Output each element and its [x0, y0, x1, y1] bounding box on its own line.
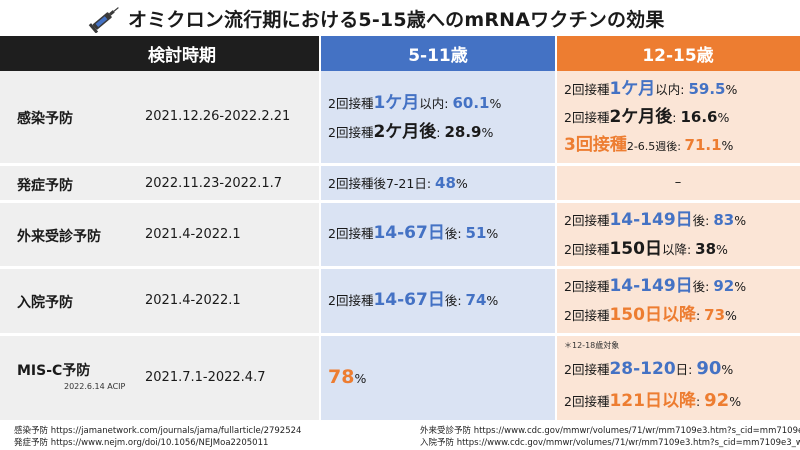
- row-label: 外来受診予防: [17, 229, 101, 245]
- cell-5-11: 2回接種1ケ月以内: 60.1% 2回接種2ケ月後: 28.9%: [320, 71, 556, 163]
- result-line: 2回接種1ケ月以内: 59.5%: [564, 79, 738, 99]
- syringe-icon: [88, 7, 119, 33]
- result-line: 2回接種28-120日: 90%: [564, 358, 734, 379]
- result-line: 2回接種14-67日後: 74%: [328, 290, 499, 310]
- cell-12-15: –: [556, 166, 800, 200]
- row-divider: [0, 163, 800, 166]
- row-period: 2021.4-2022.1: [145, 293, 241, 308]
- no-data-dash: –: [674, 175, 682, 190]
- label-cell: 発症予防 2022.11.23-2022.1.7: [0, 166, 320, 200]
- cell-12-15: 2回接種1ケ月以内: 59.5% 2回接種2ケ月後: 16.6% 3回接種2-6…: [556, 71, 800, 163]
- row-period: 2021.12.26-2022.2.21: [145, 109, 291, 124]
- row-period: 2021.7.1-2022.4.7: [145, 370, 266, 385]
- column-divider: [555, 36, 557, 420]
- label-cell: MIS-C予防 2022.6.14 ACIP 2021.7.1-2022.4.7: [0, 336, 320, 420]
- row-sublabel: 2022.6.14 ACIP: [64, 382, 126, 391]
- row-label: 感染予防: [17, 111, 73, 127]
- row-infection: 感染予防 2021.12.26-2022.2.21 2回接種1ケ月以内: 60.…: [0, 71, 800, 163]
- row-label: 発症予防: [17, 178, 73, 194]
- result-line: 2回接種14-67日後: 51%: [328, 223, 499, 243]
- row-label: MIS-C予防: [17, 363, 91, 379]
- cell-12-15: ＊12-18歳対象 2回接種28-120日: 90% 2回接種121日以降: 9…: [556, 336, 800, 420]
- row-period: 2022.11.23-2022.1.7: [145, 176, 283, 191]
- reference-outpatient: 外来受診予防 https://www.cdc.gov/mmwr/volumes/…: [420, 426, 800, 436]
- row-divider: [0, 266, 800, 269]
- header-age-5-11: 5-11歳: [320, 36, 556, 71]
- result-line: 2回接種2ケ月後: 16.6%: [564, 107, 730, 127]
- result-line: 78%: [328, 366, 367, 388]
- result-line: 2回接種1ケ月以内: 60.1%: [328, 93, 502, 113]
- row-label: 入院予防: [17, 295, 73, 311]
- effectiveness-table: 検討時期 5-11歳 12-15歳 感染予防 2021.12.26-2022.2…: [0, 36, 800, 420]
- result-line: 3回接種2-6.5週後: 71.1%: [564, 135, 734, 155]
- age-note: ＊12-18歳対象: [564, 341, 620, 350]
- cell-5-11: 2回接種14-67日後: 51%: [320, 203, 556, 266]
- label-cell: 感染予防 2021.12.26-2022.2.21: [0, 71, 320, 163]
- result-line: 2回接種後7-21日: 48%: [328, 174, 468, 192]
- reference-infection: 感染予防 https://jamanetwork.com/journals/ja…: [14, 426, 302, 436]
- label-cell: 入院予防 2021.4-2022.1: [0, 269, 320, 333]
- cell-12-15: 2回接種14-149日後: 92% 2回接種150日以降: 73%: [556, 269, 800, 333]
- row-period: 2021.4-2022.1: [145, 227, 241, 242]
- row-outpatient: 外来受診予防 2021.4-2022.1 2回接種14-67日後: 51% 2回…: [0, 203, 800, 266]
- result-line: 2回接種2ケ月後: 28.9%: [328, 122, 494, 142]
- row-mis-c: MIS-C予防 2022.6.14 ACIP 2021.7.1-2022.4.7…: [0, 336, 800, 420]
- result-line: 2回接種14-149日後: 92%: [564, 276, 747, 296]
- row-onset: 発症予防 2022.11.23-2022.1.7 2回接種後7-21日: 48%…: [0, 166, 800, 200]
- label-cell: 外来受診予防 2021.4-2022.1: [0, 203, 320, 266]
- result-line: 2回接種150日以降: 73%: [564, 305, 737, 325]
- header-age-12-15: 12-15歳: [556, 36, 800, 71]
- row-hospitalization: 入院予防 2021.4-2022.1 2回接種14-67日後: 74% 2回接種…: [0, 269, 800, 333]
- row-divider: [0, 333, 800, 336]
- cell-5-11: 2回接種後7-21日: 48%: [320, 166, 556, 200]
- column-divider: [319, 36, 321, 420]
- row-divider: [0, 200, 800, 203]
- cell-5-11: 2回接種14-67日後: 74%: [320, 269, 556, 333]
- result-line: 2回接種14-149日後: 83%: [564, 210, 747, 230]
- result-line: 2回接種150日以降: 38%: [564, 239, 728, 259]
- title-bar: オミクロン流行期における5-15歳へのmRNAワクチンの効果: [0, 0, 800, 36]
- cell-5-11: 78%: [320, 336, 556, 420]
- reference-onset: 発症予防 https://www.nejm.org/doi/10.1056/NE…: [14, 438, 269, 448]
- header-period: 検討時期: [0, 36, 320, 71]
- page-title: オミクロン流行期における5-15歳へのmRNAワクチンの効果: [128, 9, 665, 31]
- result-line: 2回接種121日以降: 92%: [564, 390, 742, 411]
- cell-12-15: 2回接種14-149日後: 83% 2回接種150日以降: 38%: [556, 203, 800, 266]
- reference-hospitalization: 入院予防 https://www.cdc.gov/mmwr/volumes/71…: [420, 438, 800, 448]
